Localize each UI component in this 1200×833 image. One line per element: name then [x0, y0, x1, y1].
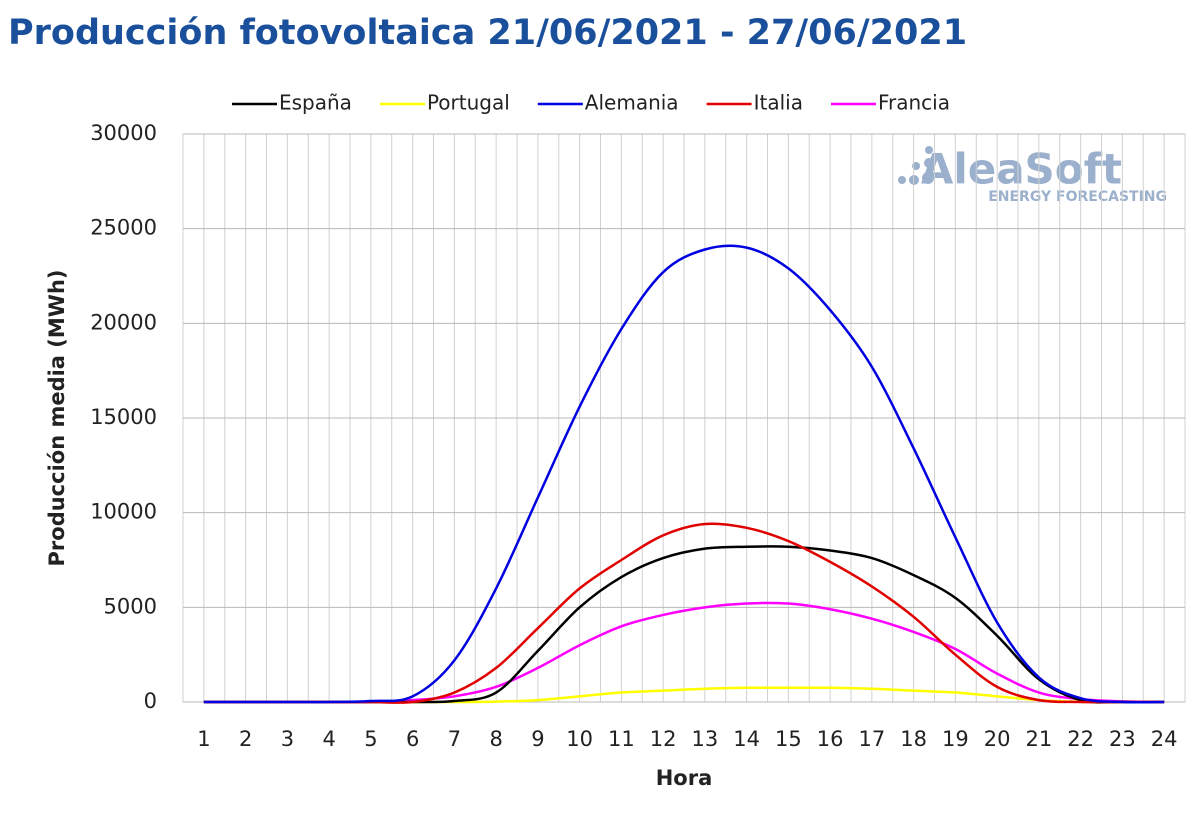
x-tick-label: 23: [1109, 727, 1136, 751]
logo-name: AleaSoft: [921, 145, 1122, 194]
logo-dots: [898, 146, 934, 185]
x-tick-label: 21: [1026, 727, 1053, 751]
x-tick-label: 24: [1151, 727, 1178, 751]
x-tick-label: 15: [775, 727, 802, 751]
x-tick-label: 12: [650, 727, 677, 751]
x-tick-label: 10: [566, 727, 593, 751]
x-tick-label: 19: [942, 727, 969, 751]
x-tick-label: 2: [239, 727, 252, 751]
legend-label: Francia: [878, 91, 950, 115]
y-tick-label: 30000: [90, 121, 157, 145]
legend-label: Portugal: [427, 91, 510, 115]
x-tick-label: 3: [281, 727, 294, 751]
x-tick-label: 9: [531, 727, 544, 751]
legend-label: Italia: [754, 91, 803, 115]
x-tick-label: 8: [489, 727, 502, 751]
x-tick-label: 18: [900, 727, 927, 751]
logo-tagline: ENERGY FORECASTING: [988, 189, 1167, 205]
x-tick-label: 14: [733, 727, 760, 751]
series-line: [203, 244, 1165, 704]
x-tick-label: 16: [817, 727, 844, 751]
y-tick-label: 15000: [90, 405, 157, 429]
x-tick-label: 1: [197, 727, 210, 751]
x-tick-label: 17: [859, 727, 886, 751]
chart-title: Producción fotovoltaica 21/06/2021 - 27/…: [8, 13, 967, 53]
x-tick-label: 7: [448, 727, 461, 751]
y-tick-label: 5000: [104, 594, 157, 618]
x-tick-label: 5: [364, 727, 377, 751]
x-tick-label: 6: [406, 727, 419, 751]
y-axis-label: Producción media (MWh): [45, 270, 69, 567]
x-tick-label: 20: [984, 727, 1011, 751]
x-tick-label: 13: [692, 727, 719, 751]
x-tick-label: 22: [1067, 727, 1094, 751]
y-tick-label: 25000: [90, 216, 157, 240]
x-axis-label: Hora: [656, 766, 713, 790]
y-tick-label: 10000: [90, 500, 157, 524]
legend-label: España: [279, 91, 352, 115]
legend-label: Alemania: [585, 91, 679, 115]
x-tick-label: 4: [322, 727, 335, 751]
x-tick-label: 11: [608, 727, 635, 751]
y-tick-label: 0: [144, 689, 157, 713]
y-tick-label: 20000: [90, 310, 157, 334]
